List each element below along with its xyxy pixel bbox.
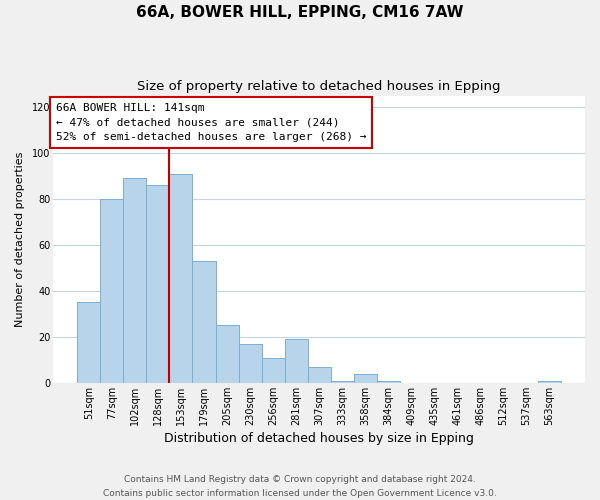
Bar: [284, 339, 308, 383]
Title: Size of property relative to detached houses in Epping: Size of property relative to detached ho…: [137, 80, 501, 93]
Bar: [331, 380, 353, 383]
Bar: [77, 302, 100, 383]
Bar: [262, 358, 284, 383]
Bar: [308, 367, 331, 383]
Bar: [538, 380, 561, 383]
Bar: [169, 174, 193, 383]
Bar: [377, 380, 400, 383]
X-axis label: Distribution of detached houses by size in Epping: Distribution of detached houses by size …: [164, 432, 474, 445]
Text: Contains HM Land Registry data © Crown copyright and database right 2024.
Contai: Contains HM Land Registry data © Crown c…: [103, 476, 497, 498]
Text: 66A BOWER HILL: 141sqm
← 47% of detached houses are smaller (244)
52% of semi-de: 66A BOWER HILL: 141sqm ← 47% of detached…: [56, 102, 367, 142]
Bar: [215, 326, 239, 383]
Bar: [100, 199, 124, 383]
Y-axis label: Number of detached properties: Number of detached properties: [15, 152, 25, 327]
Bar: [193, 261, 215, 383]
Bar: [146, 185, 169, 383]
Bar: [353, 374, 377, 383]
Text: 66A, BOWER HILL, EPPING, CM16 7AW: 66A, BOWER HILL, EPPING, CM16 7AW: [136, 5, 464, 20]
Bar: [239, 344, 262, 383]
Bar: [124, 178, 146, 383]
